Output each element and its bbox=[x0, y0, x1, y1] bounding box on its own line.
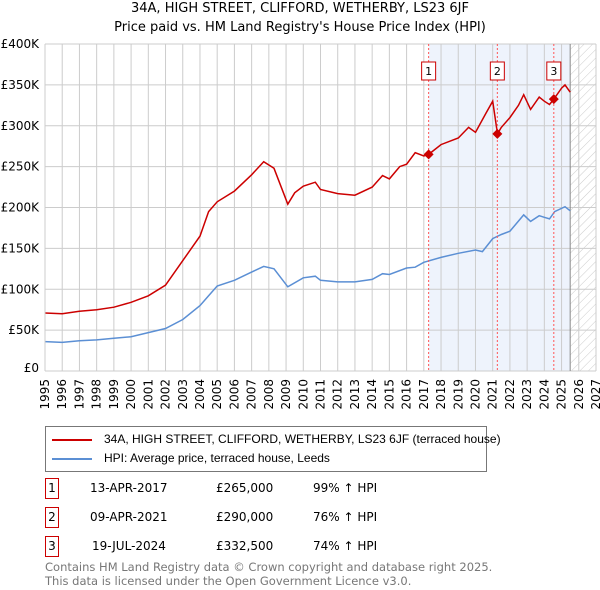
sale-marker-label: 3 bbox=[550, 65, 557, 78]
price-chart: 1995 1996 1997 1998 1999 2000 2001 2002 2003 2004… bbox=[1, 37, 600, 410]
sale-price: £265,000 bbox=[216, 480, 274, 495]
x-tick-label: 2010 bbox=[296, 379, 310, 410]
y-tick-label: £250K bbox=[1, 160, 41, 174]
x-tick-label: 2018 bbox=[434, 379, 448, 410]
x-tick-label: 2025 bbox=[555, 379, 569, 410]
x-tick-label: 2004 bbox=[193, 379, 207, 410]
x-tick-label: 2024 bbox=[537, 379, 551, 410]
x-tick-label: 2027 bbox=[589, 379, 600, 410]
x-tick-label: 2020 bbox=[468, 379, 482, 410]
sale-point bbox=[548, 94, 559, 105]
sale-row: 1 13-APR-2017 £265,000 99% ↑ HPI bbox=[45, 477, 377, 499]
sale-marker-label: 3 bbox=[45, 535, 59, 557]
chart-title: 34A, HIGH STREET, CLIFFORD, WETHERBY, LS… bbox=[131, 1, 469, 16]
legend-swatch-hpi bbox=[52, 457, 92, 460]
x-tick-label: 2008 bbox=[262, 379, 276, 410]
y-tick-label: £200K bbox=[1, 201, 41, 215]
x-tick-label: 1996 bbox=[55, 379, 69, 410]
x-tick-label: 2023 bbox=[520, 379, 534, 410]
footer: Contains HM Land Registry data © Crown c… bbox=[45, 560, 492, 588]
x-tick-label: 2014 bbox=[365, 379, 379, 410]
x-tick-label: 2022 bbox=[503, 379, 517, 410]
x-tick-label: 2006 bbox=[227, 379, 241, 410]
y-tick-label: £350K bbox=[1, 78, 41, 92]
legend-label-property: 34A, HIGH STREET, CLIFFORD, WETHERBY, LS… bbox=[104, 432, 501, 446]
sale-date: 09-APR-2021 bbox=[90, 509, 168, 524]
y-tick-label: £0 bbox=[24, 361, 39, 375]
y-tick-label: £150K bbox=[1, 241, 41, 255]
sale-marker-box bbox=[546, 61, 562, 81]
x-tick-label: 2005 bbox=[210, 379, 224, 410]
x-tick-label: 2026 bbox=[572, 379, 586, 410]
y-tick-label: £300K bbox=[1, 119, 41, 133]
sale-hpi-change: 99% ↑ HPI bbox=[313, 480, 378, 495]
sale-date: 19-JUL-2024 bbox=[92, 538, 166, 553]
sale-hpi-change: 76% ↑ HPI bbox=[313, 509, 378, 524]
sale-marker-box bbox=[421, 61, 437, 81]
x-tick-label: 2021 bbox=[486, 379, 500, 410]
legend-label-hpi: HPI: Average price, terraced house, Leed… bbox=[104, 451, 330, 465]
sale-marker-label: 2 bbox=[494, 65, 501, 78]
y-tick-label: £100K bbox=[1, 282, 41, 296]
x-tick-label: 2000 bbox=[124, 379, 138, 410]
property-line bbox=[44, 83, 571, 315]
x-tick-label: 2019 bbox=[451, 379, 465, 410]
footer-line-2: This data is licensed under the Open Gov… bbox=[45, 574, 412, 588]
sale-row: 2 09-APR-2021 £290,000 76% ↑ HPI bbox=[45, 506, 377, 528]
sale-date: 13-APR-2017 bbox=[90, 480, 168, 495]
x-tick-label: 1998 bbox=[90, 379, 104, 410]
sale-marker-label: 1 bbox=[45, 477, 59, 499]
legend: 34A, HIGH STREET, CLIFFORD, WETHERBY, LS… bbox=[45, 426, 501, 472]
sale-point bbox=[492, 128, 503, 139]
x-tick-label: 1995 bbox=[38, 379, 52, 410]
sale-point bbox=[423, 149, 434, 160]
sale-marker-label: 1 bbox=[425, 65, 432, 78]
x-tick-label: 1999 bbox=[107, 379, 121, 410]
sale-hpi-change: 74% ↑ HPI bbox=[313, 538, 378, 553]
x-tick-label: 2015 bbox=[382, 379, 396, 410]
sale-price: £290,000 bbox=[216, 509, 274, 524]
sale-marker-label: 2 bbox=[45, 506, 59, 528]
x-tick-label: 2001 bbox=[141, 379, 155, 410]
x-tick-label: 2002 bbox=[159, 379, 173, 410]
x-tick-label: 2011 bbox=[314, 379, 328, 410]
chart-subtitle: Price paid vs. HM Land Registry's House … bbox=[114, 20, 486, 35]
footer-line-1: Contains HM Land Registry data © Crown c… bbox=[45, 560, 493, 574]
y-tick-label: £400K bbox=[1, 37, 41, 51]
x-tick-label: 2016 bbox=[400, 379, 414, 410]
x-tick-label: 2017 bbox=[417, 379, 431, 410]
hpi-line bbox=[44, 205, 571, 344]
x-tick-label: 2012 bbox=[331, 379, 345, 410]
sale-price: £332,500 bbox=[216, 538, 274, 553]
legend-swatch-property bbox=[52, 438, 92, 441]
sale-row: 3 19-JUL-2024 £332,500 74% ↑ HPI bbox=[45, 535, 377, 557]
x-tick-label: 1997 bbox=[72, 379, 86, 410]
x-tick-label: 2013 bbox=[348, 379, 362, 410]
x-tick-label: 2009 bbox=[279, 379, 293, 410]
x-tick-label: 2003 bbox=[176, 379, 190, 410]
y-tick-label: £50K bbox=[8, 323, 40, 337]
x-tick-label: 2007 bbox=[245, 379, 259, 410]
sale-marker-box bbox=[489, 61, 505, 81]
